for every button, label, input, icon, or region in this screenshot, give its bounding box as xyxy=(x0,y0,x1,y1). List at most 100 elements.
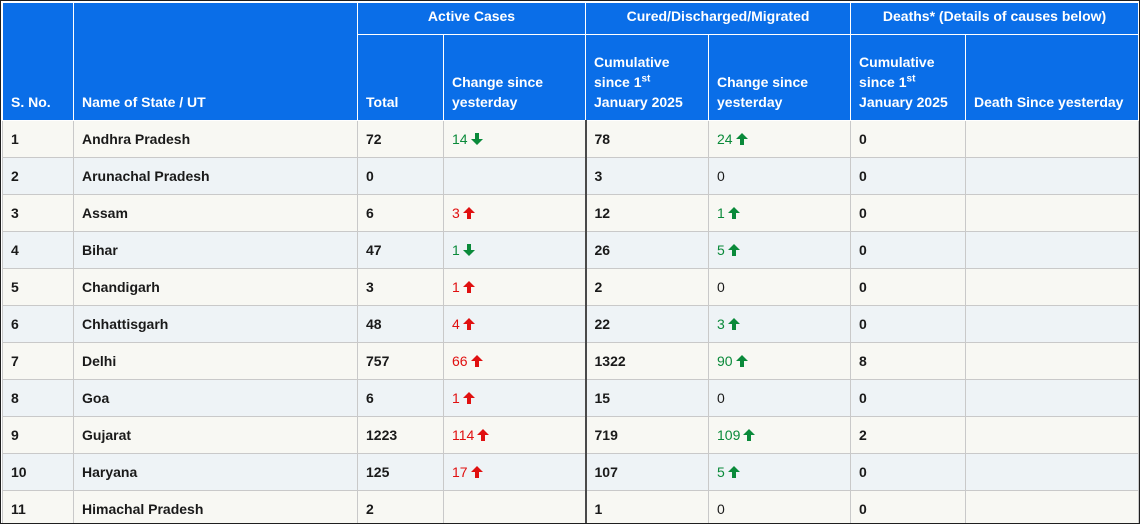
header-sub-row: Total Change since yesterday Cumulative … xyxy=(3,34,1139,121)
cell-cured-change: 0 xyxy=(708,490,852,523)
cell-deaths-cumulative: 0 xyxy=(850,231,967,269)
group-header-deaths: Deaths* (Details of causes below) xyxy=(850,2,1139,35)
arrow-up-icon xyxy=(477,429,490,441)
cell-active-change: 3 xyxy=(442,194,587,232)
cell-cured-cumulative: 26 xyxy=(585,231,710,269)
cell-active-total: 6 xyxy=(357,379,444,417)
table-row: 7 Delhi 757 66 1322 90 8 xyxy=(2,342,1139,380)
change-value: 0 xyxy=(717,168,725,184)
cell-deaths-change xyxy=(965,379,1139,417)
group-header-active: Active Cases xyxy=(356,2,587,35)
cell-cured-change: 5 xyxy=(708,231,852,269)
cell-sno: 10 xyxy=(2,453,74,491)
table-row: 1 Andhra Pradesh 72 14 78 24 0 xyxy=(2,120,1139,158)
change-value: 109 xyxy=(717,427,741,443)
cell-active-total: 6 xyxy=(357,194,444,232)
col-header-deaths-cumulative[interactable]: Cumulative since 1st January 2025 xyxy=(850,34,967,121)
cell-deaths-change xyxy=(965,120,1139,158)
cell-active-total: 2 xyxy=(357,490,444,523)
col-header-cured-cumulative[interactable]: Cumulative since 1st January 2025 xyxy=(585,34,710,121)
col-header-state[interactable]: Name of State / UT xyxy=(73,2,358,121)
cell-active-total: 125 xyxy=(357,453,444,491)
cell-cured-change: 0 xyxy=(708,379,852,417)
cell-active-change xyxy=(442,157,587,195)
change-value: 0 xyxy=(717,390,725,406)
cell-deaths-cumulative: 0 xyxy=(850,305,967,343)
cell-deaths-change xyxy=(965,342,1139,380)
change-value: 1 xyxy=(452,279,460,295)
change-value: 0 xyxy=(717,279,725,295)
col-header-active-change[interactable]: Change since yesterday xyxy=(442,34,587,121)
cell-deaths-change xyxy=(965,194,1139,232)
cell-active-total: 757 xyxy=(357,342,444,380)
cell-deaths-cumulative: 2 xyxy=(850,416,967,454)
cell-sno: 7 xyxy=(2,342,74,380)
table-row: 3 Assam 6 3 12 1 0 xyxy=(2,194,1139,232)
cell-sno: 4 xyxy=(2,231,74,269)
cell-deaths-change xyxy=(965,231,1139,269)
cell-cured-change: 0 xyxy=(708,157,852,195)
cell-cured-cumulative: 719 xyxy=(585,416,710,454)
change-value: 4 xyxy=(452,316,460,332)
cell-deaths-cumulative: 8 xyxy=(850,342,967,380)
arrow-up-icon xyxy=(735,133,748,145)
cell-cured-cumulative: 1322 xyxy=(585,342,710,380)
cell-active-change: 17 xyxy=(442,453,587,491)
table-row: 2 Arunachal Pradesh 0 3 0 0 xyxy=(2,157,1139,195)
change-value: 17 xyxy=(452,464,468,480)
table-row: 5 Chandigarh 3 1 2 0 0 xyxy=(2,268,1139,306)
table-body: 1 Andhra Pradesh 72 14 78 24 0 2 Arunachal Prade… xyxy=(2,120,1139,523)
cell-deaths-cumulative: 0 xyxy=(850,194,967,232)
cell-sno: 11 xyxy=(2,490,74,523)
cell-state-name: Himachal Pradesh xyxy=(73,490,358,523)
cell-state-name: Chhattisgarh xyxy=(73,305,358,343)
cell-cured-change: 109 xyxy=(708,416,852,454)
col-header-cured-change[interactable]: Change since yesterday xyxy=(708,34,852,121)
cell-active-change: 1 xyxy=(442,379,587,417)
table-row: 10 Haryana 125 17 107 5 0 xyxy=(2,453,1139,491)
cell-cured-cumulative: 78 xyxy=(585,120,710,158)
change-value: 3 xyxy=(717,316,725,332)
arrow-up-icon xyxy=(470,355,483,367)
cell-cured-cumulative: 2 xyxy=(585,268,710,306)
change-value: 5 xyxy=(717,242,725,258)
change-value: 1 xyxy=(452,242,460,258)
arrow-up-icon xyxy=(462,207,475,219)
cell-state-name: Bihar xyxy=(73,231,358,269)
cell-deaths-change xyxy=(965,157,1139,195)
cell-active-total: 0 xyxy=(357,157,444,195)
arrow-down-icon xyxy=(462,244,475,256)
cell-active-change: 1 xyxy=(442,231,587,269)
cell-state-name: Chandigarh xyxy=(73,268,358,306)
table-row: 6 Chhattisgarh 48 4 22 3 0 xyxy=(2,305,1139,343)
cell-cured-change: 24 xyxy=(708,120,852,158)
col-header-sno[interactable]: S. No. xyxy=(2,2,74,121)
cell-active-total: 47 xyxy=(357,231,444,269)
cell-cured-change: 1 xyxy=(708,194,852,232)
cell-deaths-change xyxy=(965,268,1139,306)
cell-cured-cumulative: 1 xyxy=(585,490,710,523)
cell-sno: 2 xyxy=(2,157,74,195)
cell-sno: 8 xyxy=(2,379,74,417)
change-value: 5 xyxy=(717,464,725,480)
change-value: 1 xyxy=(717,205,725,221)
cell-sno: 3 xyxy=(2,194,74,232)
cell-cured-cumulative: 22 xyxy=(585,305,710,343)
cell-sno: 6 xyxy=(2,305,74,343)
col-header-active-total[interactable]: Total xyxy=(357,34,444,121)
cell-active-change: 14 xyxy=(442,120,587,158)
arrow-down-icon xyxy=(470,133,483,145)
cell-active-change: 4 xyxy=(442,305,587,343)
cell-state-name: Delhi xyxy=(73,342,358,380)
col-header-deaths-change[interactable]: Death Since yesterday xyxy=(965,34,1139,121)
table-header: S. No. Name of State / UT Active Cases C… xyxy=(2,2,1139,121)
arrow-up-icon xyxy=(727,466,740,478)
cell-deaths-change xyxy=(965,490,1139,523)
arrow-up-icon xyxy=(462,392,475,404)
cell-sno: 9 xyxy=(2,416,74,454)
table-row: 4 Bihar 47 1 26 5 0 xyxy=(2,231,1139,269)
cell-state-name: Andhra Pradesh xyxy=(73,120,358,158)
cell-deaths-cumulative: 0 xyxy=(850,157,967,195)
